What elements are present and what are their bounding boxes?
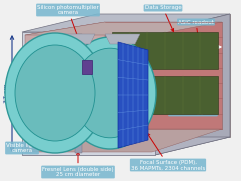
Ellipse shape xyxy=(15,45,95,141)
Text: Data Storage: Data Storage xyxy=(145,5,181,31)
Polygon shape xyxy=(60,34,95,44)
Polygon shape xyxy=(75,34,82,153)
Text: Silicon photomultiplier
camera: Silicon photomultiplier camera xyxy=(37,5,99,58)
Polygon shape xyxy=(22,14,230,32)
Ellipse shape xyxy=(73,48,147,138)
Text: ASIC readout: ASIC readout xyxy=(178,20,214,46)
Polygon shape xyxy=(112,76,218,114)
Text: 62 cm: 62 cm xyxy=(103,39,123,44)
Ellipse shape xyxy=(5,33,105,153)
Polygon shape xyxy=(25,22,222,35)
Polygon shape xyxy=(22,137,230,155)
Polygon shape xyxy=(112,32,218,69)
Ellipse shape xyxy=(64,37,156,149)
Polygon shape xyxy=(22,32,155,155)
Text: Fresnel Lens (double side)
25 cm diameter: Fresnel Lens (double side) 25 cm diamete… xyxy=(42,152,114,177)
Polygon shape xyxy=(25,22,105,152)
Polygon shape xyxy=(118,42,148,148)
Polygon shape xyxy=(105,34,140,44)
Text: Focal Surface (PDM),
36 MAPMTs, 2304 channels: Focal Surface (PDM), 36 MAPMTs, 2304 cha… xyxy=(131,133,205,170)
Polygon shape xyxy=(97,14,230,137)
Bar xyxy=(82,60,92,74)
Polygon shape xyxy=(25,129,222,152)
Polygon shape xyxy=(105,22,222,129)
Text: Readout and first
level trigger: Readout and first level trigger xyxy=(169,92,217,115)
Text: Visible light
camera: Visible light camera xyxy=(6,136,38,153)
Polygon shape xyxy=(155,14,230,155)
Text: 37 cm: 37 cm xyxy=(5,83,9,103)
